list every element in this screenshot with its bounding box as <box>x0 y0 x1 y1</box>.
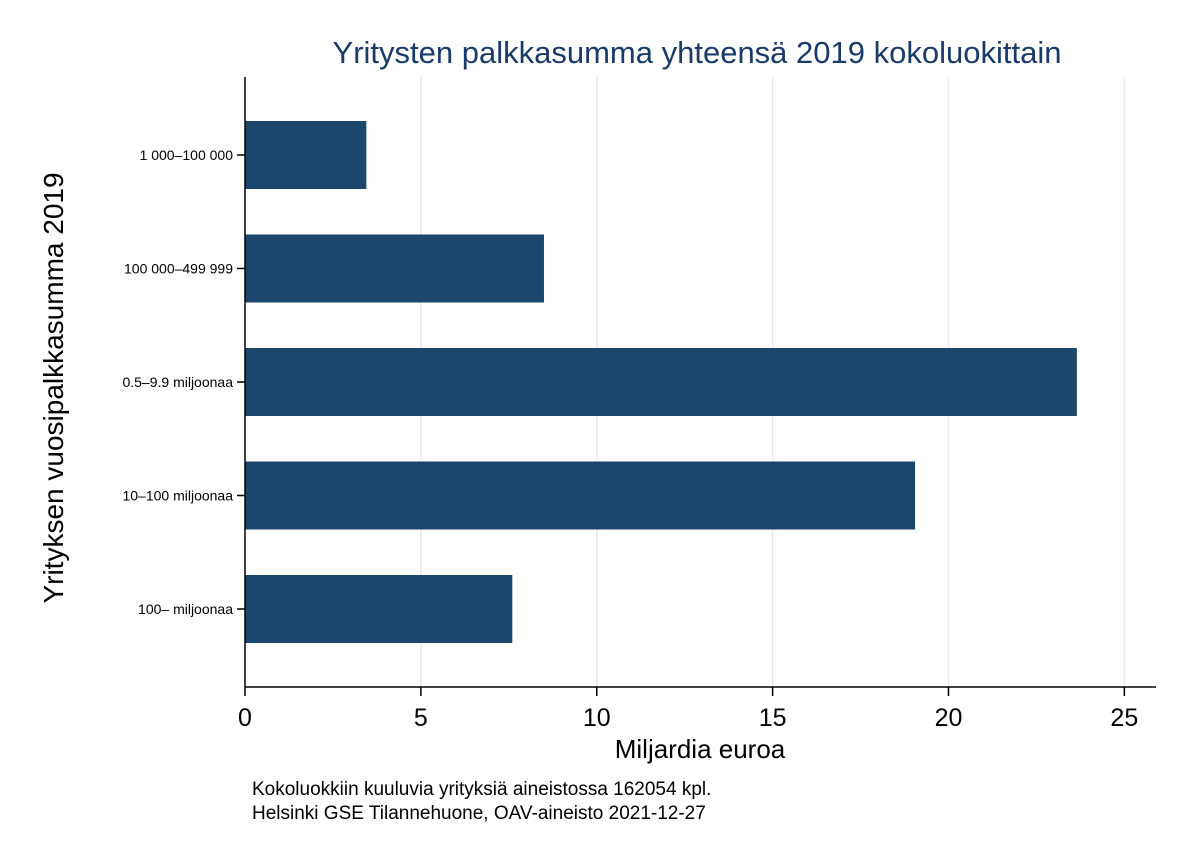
bar <box>245 461 916 530</box>
x-tick-label: 25 <box>1110 704 1138 732</box>
y-tick-label: 0.5–9.9 miljoonaa <box>122 374 233 390</box>
x-tick-label: 0 <box>238 704 252 732</box>
x-axis-ticks: 0 5 10 15 20 25 <box>238 687 1138 732</box>
y-axis-label: Yrityksen vuosipalkkasumma 2019 <box>38 172 69 603</box>
bar <box>245 121 367 189</box>
chart-title: Yritysten palkkasumma yhteensä 2019 koko… <box>333 35 1062 70</box>
y-tick-label: 10–100 miljoonaa <box>122 488 233 504</box>
bar <box>245 348 1077 416</box>
x-tick-label: 10 <box>583 704 611 732</box>
x-tick-label: 5 <box>414 704 428 732</box>
x-tick-label: 20 <box>935 704 963 732</box>
x-tick-label: 15 <box>759 704 787 732</box>
bar <box>245 575 513 643</box>
bars <box>245 121 1077 643</box>
y-tick-label: 100– miljoonaa <box>138 601 233 617</box>
y-axis-ticks: 1 000–100 000 100 000–499 999 0.5–9.9 milj… <box>122 147 245 617</box>
y-tick-label: 100 000–499 999 <box>124 261 233 277</box>
x-axis-label: Miljardia euroa <box>615 734 786 764</box>
footnote-sample-size: Kokoluokkiin kuuluvia yrityksiä aineisto… <box>252 779 711 800</box>
y-tick-label: 1 000–100 000 <box>140 147 234 163</box>
footnote-source: Helsinki GSE Tilannehuone, OAV-aineisto … <box>252 803 706 824</box>
bar <box>245 234 544 303</box>
